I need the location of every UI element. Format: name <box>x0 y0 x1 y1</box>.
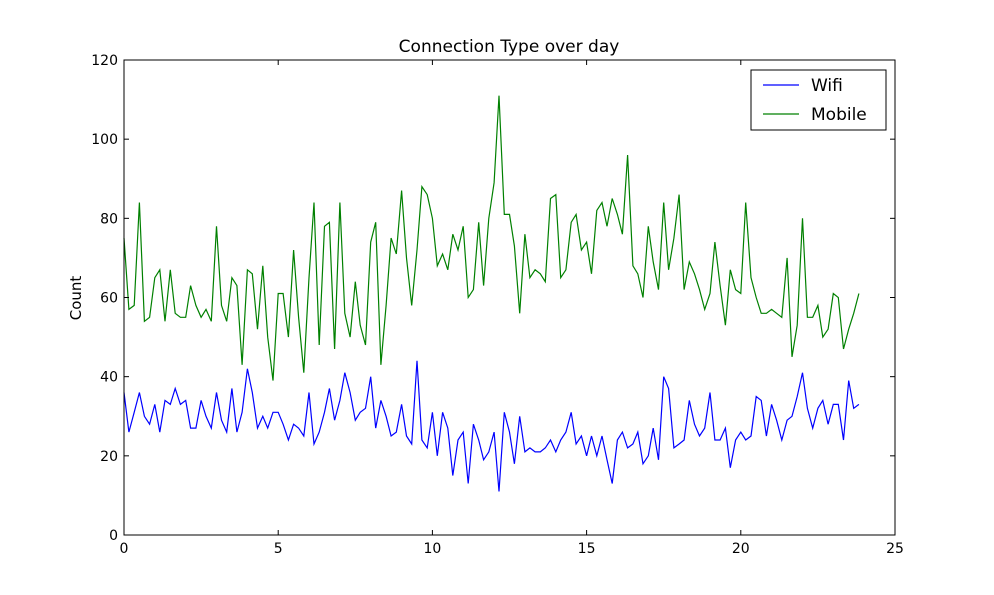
y-tick-label: 40 <box>100 370 118 386</box>
x-tick-label: 5 <box>274 541 283 557</box>
legend: Wifi Mobile <box>750 69 887 131</box>
legend-label-mobile: Mobile <box>811 105 867 125</box>
y-tick-label: 60 <box>100 291 118 307</box>
y-tick-label: 20 <box>100 449 118 465</box>
y-tick-label: 80 <box>100 211 118 227</box>
x-tick-label: 25 <box>886 541 904 557</box>
y-tick-label: 100 <box>91 132 118 148</box>
axes-layer: 0 5 10 15 20 25 0 20 40 60 80 100 120 <box>91 53 904 557</box>
x-tick-label: 15 <box>578 541 596 557</box>
x-tick-label: 0 <box>120 541 129 557</box>
series-line-wifi <box>123 360 860 492</box>
y-tick-label: 120 <box>91 53 118 69</box>
series-layer <box>123 95 860 492</box>
x-tick-label: 10 <box>423 541 441 557</box>
series-line-mobile <box>123 95 860 381</box>
y-tick-label: 0 <box>109 528 118 544</box>
chart-title: Connection Type over day <box>399 37 620 57</box>
y-axis-label: Count <box>67 276 85 321</box>
legend-box <box>750 69 887 131</box>
x-tick-label: 20 <box>732 541 750 557</box>
legend-label-wifi: Wifi <box>811 76 843 96</box>
